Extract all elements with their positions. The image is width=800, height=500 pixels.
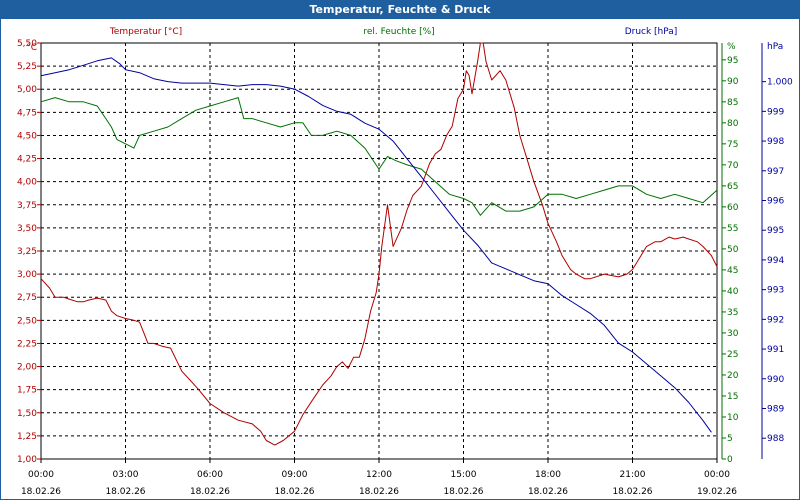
right-tick-label: 990 — [767, 375, 784, 385]
middle-tick-label: 80 — [727, 119, 739, 129]
middle-tick-label: 90 — [727, 77, 739, 87]
x-tick-time: 15:00 — [451, 470, 477, 480]
axes — [37, 42, 766, 463]
left-tick-label: 3,25 — [17, 247, 37, 257]
middle-tick-label: 75 — [727, 140, 738, 150]
right-axis-unit: hPa — [767, 42, 783, 52]
left-tick-label: 4,50 — [17, 131, 37, 141]
right-tick-label: 988 — [767, 434, 784, 444]
left-tick-label: 2,25 — [17, 339, 37, 349]
left-axis-unit: °C — [26, 43, 37, 53]
middle-tick-label: 95 — [727, 56, 738, 66]
left-tick-label: 4,25 — [17, 155, 37, 165]
x-tick-time: 06:00 — [197, 470, 223, 480]
left-tick-label: 2,00 — [17, 363, 37, 373]
middle-tick-label: 10 — [727, 413, 739, 423]
middle-tick-label: 15 — [727, 392, 738, 402]
right-tick-label: 1.000 — [767, 78, 793, 88]
right-tick-label: 996 — [767, 196, 784, 206]
x-tick-time: 00:00 — [28, 470, 54, 480]
left-tick-label: 5,25 — [17, 62, 37, 72]
x-tick-time: 09:00 — [282, 470, 308, 480]
middle-tick-label: 85 — [727, 98, 738, 108]
left-tick-label: 2,75 — [17, 293, 37, 303]
x-tick-date: 18.02.26 — [105, 487, 145, 497]
middle-tick-label: 60 — [727, 203, 739, 213]
right-tick-label: 995 — [767, 226, 784, 236]
middle-tick-label: 45 — [727, 266, 738, 276]
left-tick-label: 1,25 — [17, 432, 37, 442]
series-lines — [40, 42, 718, 446]
left-tick-label: 1,00 — [17, 455, 37, 465]
x-tick-time: 03:00 — [113, 470, 139, 480]
x-tick-date: 18.02.26 — [528, 487, 568, 497]
x-tick-date: 18.02.26 — [612, 487, 652, 497]
temperature-line — [40, 42, 718, 446]
right-tick-label: 991 — [767, 345, 784, 355]
x-tick-date: 18.02.26 — [443, 487, 483, 497]
left-tick-label: 2,50 — [17, 316, 37, 326]
right-tick-label: 994 — [767, 256, 784, 266]
right-tick-label: 989 — [767, 404, 784, 414]
x-tick-date: 18.02.26 — [21, 487, 61, 497]
middle-tick-label: 40 — [727, 287, 739, 297]
middle-tick-label: 5 — [727, 434, 733, 444]
middle-tick-label: 50 — [727, 245, 739, 255]
right-tick-label: 998 — [767, 137, 784, 147]
left-tick-label: 1,75 — [17, 386, 37, 396]
middle-tick-label: 55 — [727, 224, 738, 234]
left-tick-label: 5,50 — [17, 39, 37, 49]
window-title: Temperatur, Feuchte & Druck — [1, 1, 799, 19]
right-tick-label: 992 — [767, 315, 784, 325]
middle-tick-label: 65 — [727, 182, 738, 192]
legend-pressure: Druck [hPa] — [625, 27, 678, 37]
grid — [41, 43, 717, 459]
x-tick-date: 18.02.26 — [359, 487, 399, 497]
middle-tick-label: 0 — [727, 455, 733, 465]
middle-tick-label: 35 — [727, 308, 738, 318]
x-tick-time: 21:00 — [620, 470, 646, 480]
middle-tick-label: 20 — [727, 371, 739, 381]
left-tick-label: 3,00 — [17, 270, 37, 280]
right-tick-label: 997 — [767, 167, 784, 177]
middle-tick-label: 70 — [727, 161, 739, 171]
left-tick-label: 4,00 — [17, 178, 37, 188]
right-tick-label: 993 — [767, 286, 784, 296]
x-tick-date: 19.02.26 — [697, 487, 737, 497]
axis-labels: 00:00 18.02.26 03:00 18.02.26 06:00 18.02.26 0… — [17, 27, 793, 497]
left-tick-label: 3,50 — [17, 224, 37, 234]
pressure-line — [40, 57, 712, 433]
x-tick-time: 00:00 — [704, 470, 730, 480]
x-tick-date: 18.02.26 — [274, 487, 314, 497]
middle-axis-unit: % — [727, 42, 736, 52]
middle-tick-label: 30 — [727, 329, 739, 339]
left-tick-label: 3,75 — [17, 201, 37, 211]
left-tick-label: 1,50 — [17, 409, 37, 419]
x-tick-date: 18.02.26 — [190, 487, 230, 497]
humidity-line — [40, 97, 718, 216]
left-tick-label: 4,75 — [17, 108, 37, 118]
right-tick-label: 999 — [767, 107, 784, 117]
legend-humidity: rel. Feuchte [%] — [363, 27, 434, 37]
x-tick-time: 12:00 — [366, 470, 392, 480]
middle-tick-label: 25 — [727, 350, 738, 360]
legend-temperature: Temperatur [°C] — [109, 27, 182, 37]
left-tick-label: 5,00 — [17, 85, 37, 95]
x-tick-time: 18:00 — [535, 470, 561, 480]
